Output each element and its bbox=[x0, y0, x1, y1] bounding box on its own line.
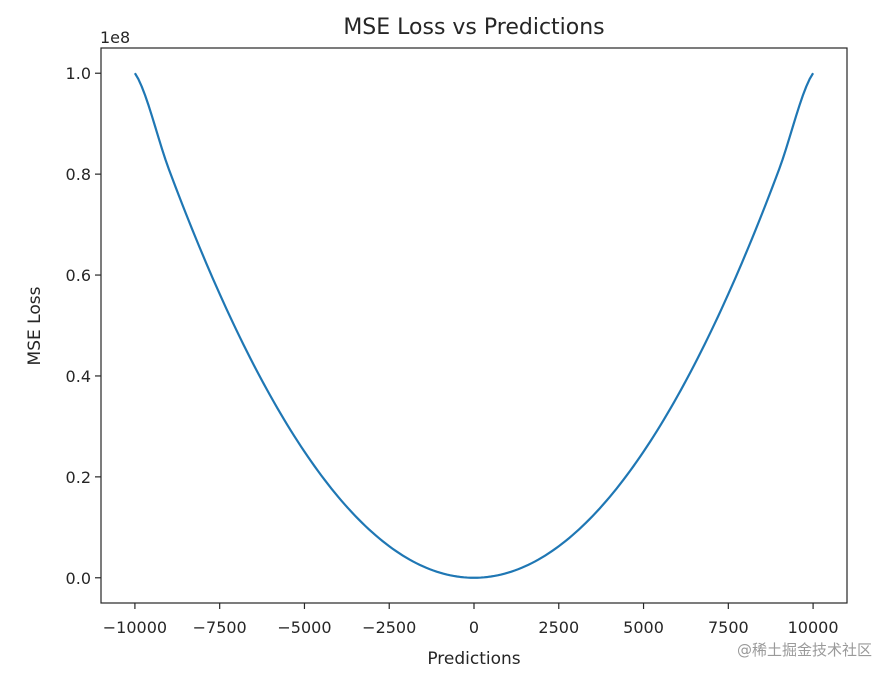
x-tick-label: 10000 bbox=[788, 618, 839, 637]
y-tick-label: 0.4 bbox=[66, 367, 91, 386]
y-tick-label: 1.0 bbox=[66, 64, 91, 83]
y-tick-label: 0.8 bbox=[66, 165, 91, 184]
x-tick-label: −10000 bbox=[103, 618, 167, 637]
x-tick-label: −2500 bbox=[362, 618, 416, 637]
chart-title: MSE Loss vs Predictions bbox=[343, 15, 604, 40]
x-axis-label: Predictions bbox=[427, 649, 520, 669]
plot-area: −10000 −7500 −5000 −2500 0 2500 5000 7500 10000 0… bbox=[66, 47, 848, 637]
watermark-text: @稀土掘金技术社区 bbox=[737, 641, 872, 659]
x-tick-label: −7500 bbox=[193, 618, 247, 637]
x-tick-label: −5000 bbox=[277, 618, 331, 637]
x-tick-label: 0 bbox=[469, 618, 479, 637]
plot-frame bbox=[100, 47, 848, 604]
y-axis-label: MSE Loss bbox=[25, 286, 45, 365]
y-tick-label: 0.6 bbox=[66, 266, 91, 285]
x-tick-label: 5000 bbox=[623, 618, 664, 637]
y-tick-label: 0.0 bbox=[66, 569, 91, 588]
series-line-mse-loss bbox=[133, 72, 815, 579]
y-tick-label: 0.2 bbox=[66, 468, 91, 487]
x-tick-label: 7500 bbox=[708, 618, 749, 637]
x-tick-label: 2500 bbox=[538, 618, 579, 637]
y-offset-text: 1e8 bbox=[100, 28, 130, 47]
